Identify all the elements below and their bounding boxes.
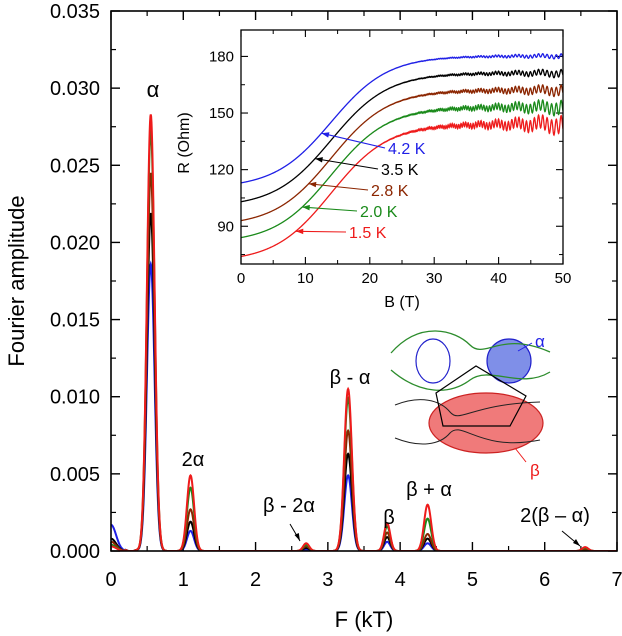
peak-label: β (383, 507, 395, 529)
main-tick-labels: 0 1 2 3 4 5 6 7 0.000 0.005 0.010 0.015 0.020 0.025 0.… (50, 1, 622, 591)
main-x-tick-label: 7 (611, 569, 622, 591)
inset-legend: 4.2 K 3.5 K 2.8 K 2.0 K 1.5 K (295, 132, 426, 242)
main-y-tick-label: 0.010 (50, 387, 100, 409)
main-y-tick-label: 0.020 (50, 232, 100, 254)
green-open-orbit-top (390, 330, 551, 354)
beta-2alpha-arrowhead (294, 533, 300, 541)
main-x-tick-label: 2 (250, 569, 261, 591)
peak-label: α (147, 77, 160, 102)
main-x-tick-label: 0 (105, 569, 116, 591)
inset-y-tick-label: 150 (209, 105, 234, 122)
peak-label: β + α (406, 479, 452, 501)
main-x-tick-label: 6 (539, 569, 550, 591)
beta-pointer (514, 447, 527, 463)
black-open-orbit-top (394, 399, 541, 417)
mr-curve-2-8-k (241, 84, 563, 222)
legend-pointer (321, 132, 386, 149)
inset-plot-frame (240, 29, 564, 265)
inset-x-tick-label: 10 (297, 270, 314, 287)
beta-minus-alpha-2x-arrowhead (573, 539, 580, 546)
main-x-tick-label: 1 (178, 569, 189, 591)
legend-arrowhead (315, 157, 323, 163)
inset-y-axis-label: R (Ohm) (176, 112, 193, 173)
peak-label: β - 2α (263, 495, 315, 517)
inset-y-tick-label: 180 (209, 48, 234, 65)
inset-y-tick-label: 90 (217, 218, 234, 235)
beta-pocket (428, 392, 544, 454)
beta-pocket-label: β (530, 461, 540, 480)
main-y-tick-label: 0.000 (50, 541, 100, 563)
main-y-tick-label: 0.025 (50, 155, 100, 177)
inset-x-axis-label: B (T) (384, 294, 420, 311)
main-x-tick-label: 5 (467, 569, 478, 591)
peak-label: 2(β – α) (520, 505, 590, 527)
black-open-orbit-bottom (394, 429, 541, 445)
inset-x-tick-label: 30 (426, 270, 443, 287)
main-y-tick-label: 0.015 (50, 310, 100, 332)
legend-pointer (302, 206, 358, 212)
inset-chart: 0 10 20 30 40 50 90 120 150 180 B (T) R (Ohm) 4.2… (176, 29, 571, 311)
peak-label: β - α (330, 367, 371, 389)
main-x-tick-label: 4 (395, 569, 406, 591)
main-chart: 0 1 2 3 4 5 6 7 0.000 0.005 0.010 0.015 0.020 0.025 0.… (4, 1, 622, 632)
mr-curve-2-0-k (241, 98, 563, 239)
legend-label: 2.8 K (371, 183, 409, 200)
mr-curve-4-2-k (241, 52, 563, 184)
alpha-pointer (517, 342, 533, 352)
legend-pointer (314, 158, 379, 170)
brillouin-zone (435, 365, 527, 427)
inset-background (241, 30, 563, 264)
legend-label: 1.5 K (349, 225, 387, 242)
alpha-pocket-label: α (535, 332, 545, 351)
legend-pointer (308, 183, 369, 191)
legend-label: 4.2 K (388, 141, 426, 158)
main-x-axis-label: F (kT) (335, 607, 394, 632)
legend-arrowhead (321, 132, 330, 138)
peak-label: 2α (182, 449, 205, 471)
green-open-orbit-bottom (390, 369, 551, 391)
inset-x-tick-label: 50 (555, 270, 572, 287)
legend-arrowhead (308, 181, 317, 188)
peak-labels: α 2α β - 2α β - α β β + α 2(β – α) (147, 77, 590, 529)
alpha-pocket-left (415, 338, 451, 384)
main-axis-ticks (110, 10, 618, 552)
legend-arrowhead (302, 204, 310, 211)
main-y-tick-label: 0.030 (50, 78, 100, 100)
legend-label: 3.5 K (381, 162, 419, 179)
legend-label: 2.0 K (360, 204, 398, 221)
inset-x-tick-label: 40 (490, 270, 507, 287)
inset-axis-ticks (240, 30, 564, 264)
inset-y-tick-label: 120 (209, 162, 234, 179)
main-y-tick-label: 0.005 (50, 464, 100, 486)
main-y-axis-label: Fourier amplitude (4, 195, 29, 366)
main-plot-frame (110, 10, 618, 552)
legend-pointer (295, 230, 347, 233)
fermi-surface-sketch: α β (388, 323, 574, 480)
peak-arrows (289, 523, 581, 547)
mr-curve-1-5-k (241, 113, 563, 258)
inset-series (241, 52, 563, 258)
inset-tick-labels: 0 10 20 30 40 50 90 120 150 180 (209, 48, 571, 287)
mr-curve-3-5-k (241, 68, 563, 203)
main-x-tick-label: 3 (322, 569, 333, 591)
legend-arrowhead (295, 228, 304, 235)
main-y-tick-label: 0.035 (50, 1, 100, 23)
inset-x-tick-label: 20 (361, 270, 378, 287)
inset-x-tick-label: 0 (237, 270, 245, 287)
